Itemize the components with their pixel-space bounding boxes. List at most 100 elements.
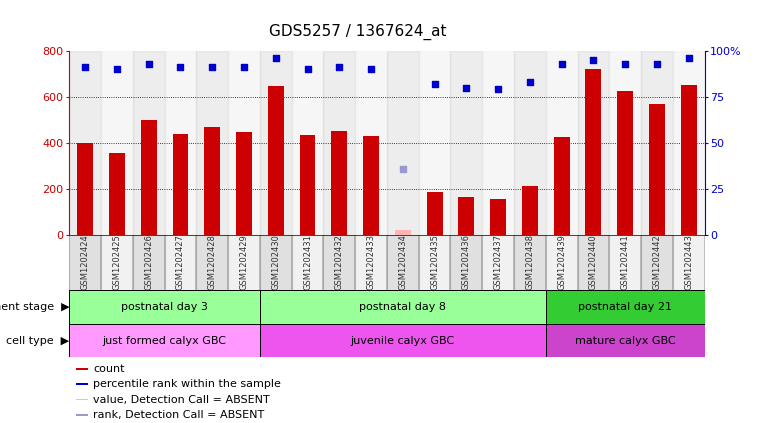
Bar xyxy=(578,235,609,290)
Point xyxy=(492,86,504,93)
Bar xyxy=(458,197,474,235)
Point xyxy=(301,66,313,73)
Bar xyxy=(260,324,546,357)
Bar xyxy=(196,235,228,290)
Bar xyxy=(101,235,133,290)
Bar xyxy=(387,235,419,290)
Bar xyxy=(618,91,633,235)
Bar xyxy=(165,51,196,235)
Bar xyxy=(578,51,609,235)
Point xyxy=(588,57,600,63)
Point xyxy=(111,66,123,73)
Bar xyxy=(165,235,196,290)
Point xyxy=(206,64,219,71)
Text: GSM1202430: GSM1202430 xyxy=(271,234,280,290)
Text: GSM1202435: GSM1202435 xyxy=(430,234,439,290)
Text: GSM1202434: GSM1202434 xyxy=(398,234,407,290)
Bar xyxy=(482,235,514,290)
Text: GSM1202440: GSM1202440 xyxy=(589,234,598,290)
Text: GSM1202437: GSM1202437 xyxy=(494,234,503,290)
Bar xyxy=(609,51,641,235)
Bar xyxy=(450,235,482,290)
Point xyxy=(460,84,473,91)
Bar xyxy=(355,235,387,290)
Text: GSM1202441: GSM1202441 xyxy=(621,234,630,290)
Text: postnatal day 8: postnatal day 8 xyxy=(360,302,447,312)
Bar xyxy=(514,51,546,235)
Bar xyxy=(331,131,347,235)
Bar xyxy=(649,104,665,235)
Bar xyxy=(236,132,252,235)
Point xyxy=(428,80,440,87)
Point xyxy=(555,60,567,67)
Text: GSM1202432: GSM1202432 xyxy=(335,234,343,290)
Text: rank, Detection Call = ABSENT: rank, Detection Call = ABSENT xyxy=(93,410,265,420)
Bar xyxy=(673,235,705,290)
Text: GSM1202428: GSM1202428 xyxy=(208,234,216,290)
Text: GSM1202438: GSM1202438 xyxy=(525,234,534,290)
Bar xyxy=(260,235,292,290)
Text: GSM1202427: GSM1202427 xyxy=(176,234,185,290)
Point xyxy=(238,64,250,71)
Bar xyxy=(141,120,156,235)
Point xyxy=(365,66,377,73)
Bar xyxy=(196,51,228,235)
Bar xyxy=(133,235,165,290)
Bar xyxy=(554,137,570,235)
Bar xyxy=(260,290,546,324)
Text: GSM1202443: GSM1202443 xyxy=(685,234,693,290)
Bar xyxy=(546,51,578,235)
Bar xyxy=(363,136,379,235)
Bar xyxy=(75,368,89,370)
Bar xyxy=(75,414,89,416)
Bar xyxy=(75,383,89,385)
Text: percentile rank within the sample: percentile rank within the sample xyxy=(93,379,281,389)
Point xyxy=(174,64,186,71)
Bar xyxy=(546,290,705,324)
Bar xyxy=(109,153,125,235)
Bar xyxy=(292,235,323,290)
Bar xyxy=(133,51,165,235)
Bar xyxy=(609,235,641,290)
Text: count: count xyxy=(93,364,125,374)
Bar xyxy=(69,51,101,235)
Bar xyxy=(387,51,419,235)
Bar xyxy=(69,235,101,290)
Bar xyxy=(427,192,443,235)
Bar xyxy=(228,235,260,290)
Bar xyxy=(292,51,323,235)
Bar xyxy=(522,187,537,235)
Bar xyxy=(490,199,506,235)
Bar xyxy=(228,51,260,235)
Text: GDS5257 / 1367624_at: GDS5257 / 1367624_at xyxy=(270,24,447,40)
Point xyxy=(397,165,409,172)
Bar xyxy=(323,235,355,290)
Text: GSM1202425: GSM1202425 xyxy=(112,234,122,290)
Text: GSM1202424: GSM1202424 xyxy=(81,234,89,290)
Bar xyxy=(300,135,316,235)
Text: mature calyx GBC: mature calyx GBC xyxy=(575,335,675,346)
Point xyxy=(651,60,663,67)
Point xyxy=(333,64,346,71)
Point xyxy=(682,55,695,61)
Text: GSM1202439: GSM1202439 xyxy=(557,234,566,290)
Point xyxy=(270,55,282,61)
Point xyxy=(619,60,631,67)
Text: GSM1202433: GSM1202433 xyxy=(367,234,376,290)
Bar xyxy=(75,399,89,400)
Bar xyxy=(395,230,410,235)
Bar xyxy=(546,324,705,357)
Bar xyxy=(514,235,546,290)
Text: postnatal day 21: postnatal day 21 xyxy=(578,302,672,312)
Bar xyxy=(419,51,450,235)
Bar xyxy=(419,235,450,290)
Text: development stage  ▶: development stage ▶ xyxy=(0,302,69,312)
Text: postnatal day 3: postnatal day 3 xyxy=(121,302,208,312)
Bar xyxy=(641,51,673,235)
Text: juvenile calyx GBC: juvenile calyx GBC xyxy=(351,335,455,346)
Text: cell type  ▶: cell type ▶ xyxy=(6,335,69,346)
Bar xyxy=(641,235,673,290)
Text: GSM1202442: GSM1202442 xyxy=(652,234,661,290)
Text: value, Detection Call = ABSENT: value, Detection Call = ABSENT xyxy=(93,395,270,404)
Bar xyxy=(681,85,697,235)
